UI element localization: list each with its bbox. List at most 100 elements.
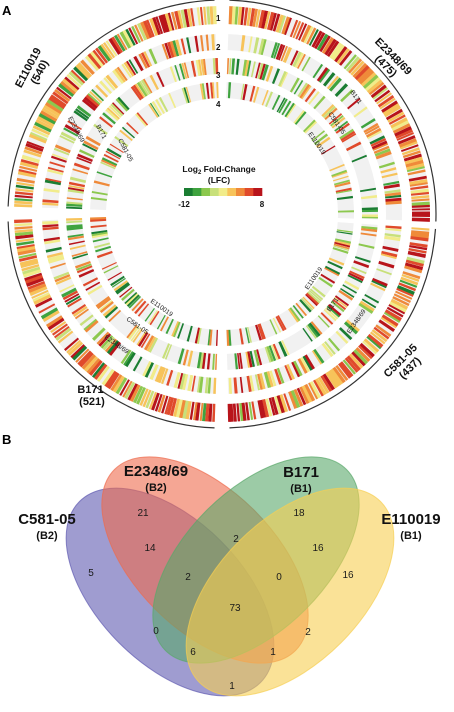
heat-strip xyxy=(139,388,149,406)
heat-strip xyxy=(255,324,262,341)
heat-strip xyxy=(227,403,231,422)
heat-strip xyxy=(281,100,292,116)
heat-strip xyxy=(398,282,417,292)
heat-strip xyxy=(275,316,285,332)
heat-strip xyxy=(59,135,75,144)
heat-strip xyxy=(278,71,287,87)
heat-strip xyxy=(151,392,160,411)
heat-strip xyxy=(184,400,192,420)
heat-strip xyxy=(385,108,403,121)
heat-strip xyxy=(365,127,382,138)
heat-strip xyxy=(109,143,124,154)
heat-strip xyxy=(370,282,386,292)
heat-strip xyxy=(271,344,279,361)
heat-strip xyxy=(327,370,341,388)
heat-strip xyxy=(289,307,301,322)
heat-strip xyxy=(138,53,148,69)
heat-strip xyxy=(269,319,278,335)
heat-strip xyxy=(149,102,160,117)
heat-strip xyxy=(332,175,349,182)
heat-strip xyxy=(332,247,349,254)
heat-strip xyxy=(75,260,91,269)
heat-strip xyxy=(44,239,61,245)
heat-strip xyxy=(105,108,119,122)
heat-strip xyxy=(370,331,386,345)
heat-strip xyxy=(140,333,151,348)
heat-strip xyxy=(182,400,189,419)
heat-strip xyxy=(110,275,125,287)
heat-strip xyxy=(128,27,139,45)
heat-strip xyxy=(209,6,214,25)
heat-strip xyxy=(115,98,129,112)
heat-strip xyxy=(411,201,430,207)
heat-strip xyxy=(411,227,430,231)
heat-strip xyxy=(52,323,68,336)
heat-strip xyxy=(210,82,214,99)
heat-strip xyxy=(335,122,350,134)
heat-strip xyxy=(114,135,129,147)
heat-strip xyxy=(277,315,287,331)
heat-strip xyxy=(87,284,103,296)
heat-strip xyxy=(304,120,318,134)
heat-strip xyxy=(116,66,128,81)
heat-strip xyxy=(75,63,91,80)
heat-strip xyxy=(256,349,263,366)
heat-strip xyxy=(166,369,174,386)
heat-strip xyxy=(253,349,260,366)
heat-strip xyxy=(249,8,256,27)
heat-strip xyxy=(164,396,172,415)
heat-strip xyxy=(66,226,83,231)
heat-strip xyxy=(64,337,80,352)
heat-strip xyxy=(291,361,301,378)
heat-strip xyxy=(137,331,149,347)
heat-strip xyxy=(75,108,90,120)
heat-strip xyxy=(140,21,151,40)
heat-strip xyxy=(261,10,269,29)
legend-color-cell xyxy=(244,188,254,196)
heat-strip xyxy=(149,74,159,91)
heat-strip xyxy=(308,382,319,400)
heat-strip xyxy=(360,187,377,193)
heat-strip xyxy=(64,124,80,135)
heat-strip xyxy=(167,12,175,31)
heat-strip xyxy=(92,327,106,341)
heat-strip xyxy=(270,42,278,59)
heat-strip xyxy=(53,147,70,156)
heat-strip xyxy=(47,166,64,173)
heat-strip xyxy=(382,103,400,116)
heat-strip xyxy=(14,200,33,205)
heat-strip xyxy=(239,402,244,422)
heat-strip xyxy=(360,72,377,87)
heat-strip xyxy=(345,319,360,333)
heat-strip xyxy=(57,330,74,344)
heat-strip xyxy=(246,7,252,26)
heat-strip xyxy=(177,10,184,29)
heat-strip xyxy=(335,330,349,344)
heat-strip xyxy=(40,110,58,122)
heat-strip xyxy=(237,6,243,25)
heat-strip xyxy=(54,144,71,154)
heat-strip xyxy=(106,339,120,355)
legend-title: Log2 Fold-Change xyxy=(182,164,255,176)
heat-strip xyxy=(196,352,202,369)
venn-count-c581-e2348-e110019: 1 xyxy=(270,647,276,658)
heat-strip xyxy=(102,336,116,351)
heat-strip xyxy=(408,175,427,182)
heat-strip xyxy=(66,206,83,210)
heat-strip xyxy=(328,337,341,352)
heat-strip xyxy=(23,149,42,158)
heat-strip xyxy=(120,349,132,365)
heat-strip xyxy=(199,402,204,422)
heat-strip xyxy=(14,191,34,196)
heat-strip xyxy=(334,240,351,246)
heat-strip xyxy=(322,105,336,119)
heat-strip xyxy=(68,187,85,192)
heat-strip xyxy=(122,29,134,48)
legend-colorbar xyxy=(184,188,263,196)
heat-strip xyxy=(333,243,350,250)
heat-strip xyxy=(402,150,421,159)
heat-strip xyxy=(14,219,33,224)
heat-strip xyxy=(383,183,400,190)
heat-strip xyxy=(385,200,402,205)
heat-strip xyxy=(114,68,126,83)
